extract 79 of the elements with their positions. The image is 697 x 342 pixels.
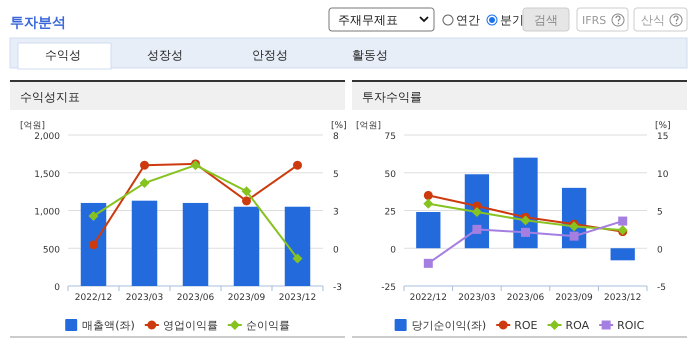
point: [140, 160, 149, 170]
point: [521, 228, 530, 237]
text: 활동성: [352, 48, 388, 62]
y2-axis-title: [%]: [655, 121, 671, 131]
y2-tick-label: 0: [657, 245, 663, 256]
y2-tick-label: 5: [657, 208, 663, 218]
point: [472, 224, 482, 234]
y2-tick-label: 10: [657, 170, 669, 180]
point: [570, 232, 579, 241]
point: [242, 186, 252, 196]
y-tick-label: 25: [384, 208, 396, 218]
x-tick-label: 2023/12: [278, 293, 316, 303]
x-tick-label: 2023/06: [506, 293, 544, 303]
legend-label: 영업이익률: [162, 319, 218, 332]
legend-label: 매출액(좌): [82, 319, 135, 332]
x-tick-label: 2023/03: [458, 293, 496, 303]
y-tick-label: 1,000: [34, 208, 60, 218]
x-tick-label: 2023/06: [176, 293, 214, 303]
x-tick-label: 2022/12: [410, 293, 447, 303]
point: [520, 215, 530, 226]
text: 산식: [641, 13, 665, 27]
point: [569, 221, 580, 232]
y-axis-title: [억원]: [356, 121, 382, 131]
bar: [182, 202, 208, 286]
legend-label: ROA: [565, 319, 590, 332]
text: 안정성: [252, 48, 288, 62]
y2-tick-label: 0: [333, 245, 339, 256]
point: [88, 210, 98, 221]
y2-axis-title: [%]: [331, 121, 347, 131]
point: [242, 196, 251, 206]
legend-label: 당기순이익(좌): [412, 319, 486, 332]
point: [293, 160, 302, 170]
y-tick-label: 0: [390, 245, 396, 256]
text: 성장성: [147, 48, 183, 62]
legend-label: 순이익률: [246, 319, 290, 332]
x-tick-label: 2023/09: [555, 293, 594, 303]
chart-title: 수익성지표: [20, 90, 80, 104]
y2-tick-label: 15: [657, 132, 668, 142]
x-tick-label: 2023/09: [228, 293, 266, 303]
y-tick-label: 0: [54, 283, 60, 293]
point: [140, 178, 150, 188]
text: 검색: [534, 13, 558, 27]
y2-tick-label: -5: [657, 283, 666, 293]
bar: [284, 206, 310, 286]
legend-label: ROE: [514, 319, 538, 332]
point: [618, 216, 628, 226]
bar: [234, 206, 260, 286]
legend-label: ROIC: [617, 319, 645, 332]
bar: [416, 212, 440, 248]
point: [424, 190, 433, 200]
x-tick-label: 2022/12: [74, 293, 112, 303]
y2-tick-label: -3: [333, 283, 342, 293]
point: [292, 254, 302, 264]
point: [423, 198, 434, 209]
y2-tick-label: 5: [333, 170, 339, 180]
y-tick-label: -25: [381, 283, 396, 293]
y-axis-title: [억원]: [20, 121, 46, 131]
chart-title: 투자수익률: [362, 90, 422, 104]
y2-tick-label: 3: [333, 208, 339, 218]
text: IFRS: [582, 14, 606, 27]
y2-tick-label: 8: [333, 132, 339, 142]
point: [89, 240, 98, 250]
point: [472, 207, 482, 218]
point: [424, 258, 433, 268]
x-tick-label: 2023/03: [126, 293, 164, 303]
text: 분기: [500, 13, 524, 27]
bar: [132, 200, 158, 286]
bar: [610, 248, 635, 260]
text: 투자분석: [10, 15, 66, 31]
y-tick-label: 500: [42, 245, 60, 256]
x-tick-label: 2023/12: [604, 293, 642, 303]
y-tick-label: 1,500: [34, 170, 60, 180]
y-tick-label: 75: [384, 132, 396, 142]
text: 수익성: [45, 48, 81, 62]
bar: [80, 202, 106, 286]
text: 연간: [456, 13, 480, 27]
y-tick-label: 2,000: [34, 132, 60, 142]
text: 주재무제표: [338, 13, 398, 27]
y-tick-label: 50: [384, 170, 396, 180]
